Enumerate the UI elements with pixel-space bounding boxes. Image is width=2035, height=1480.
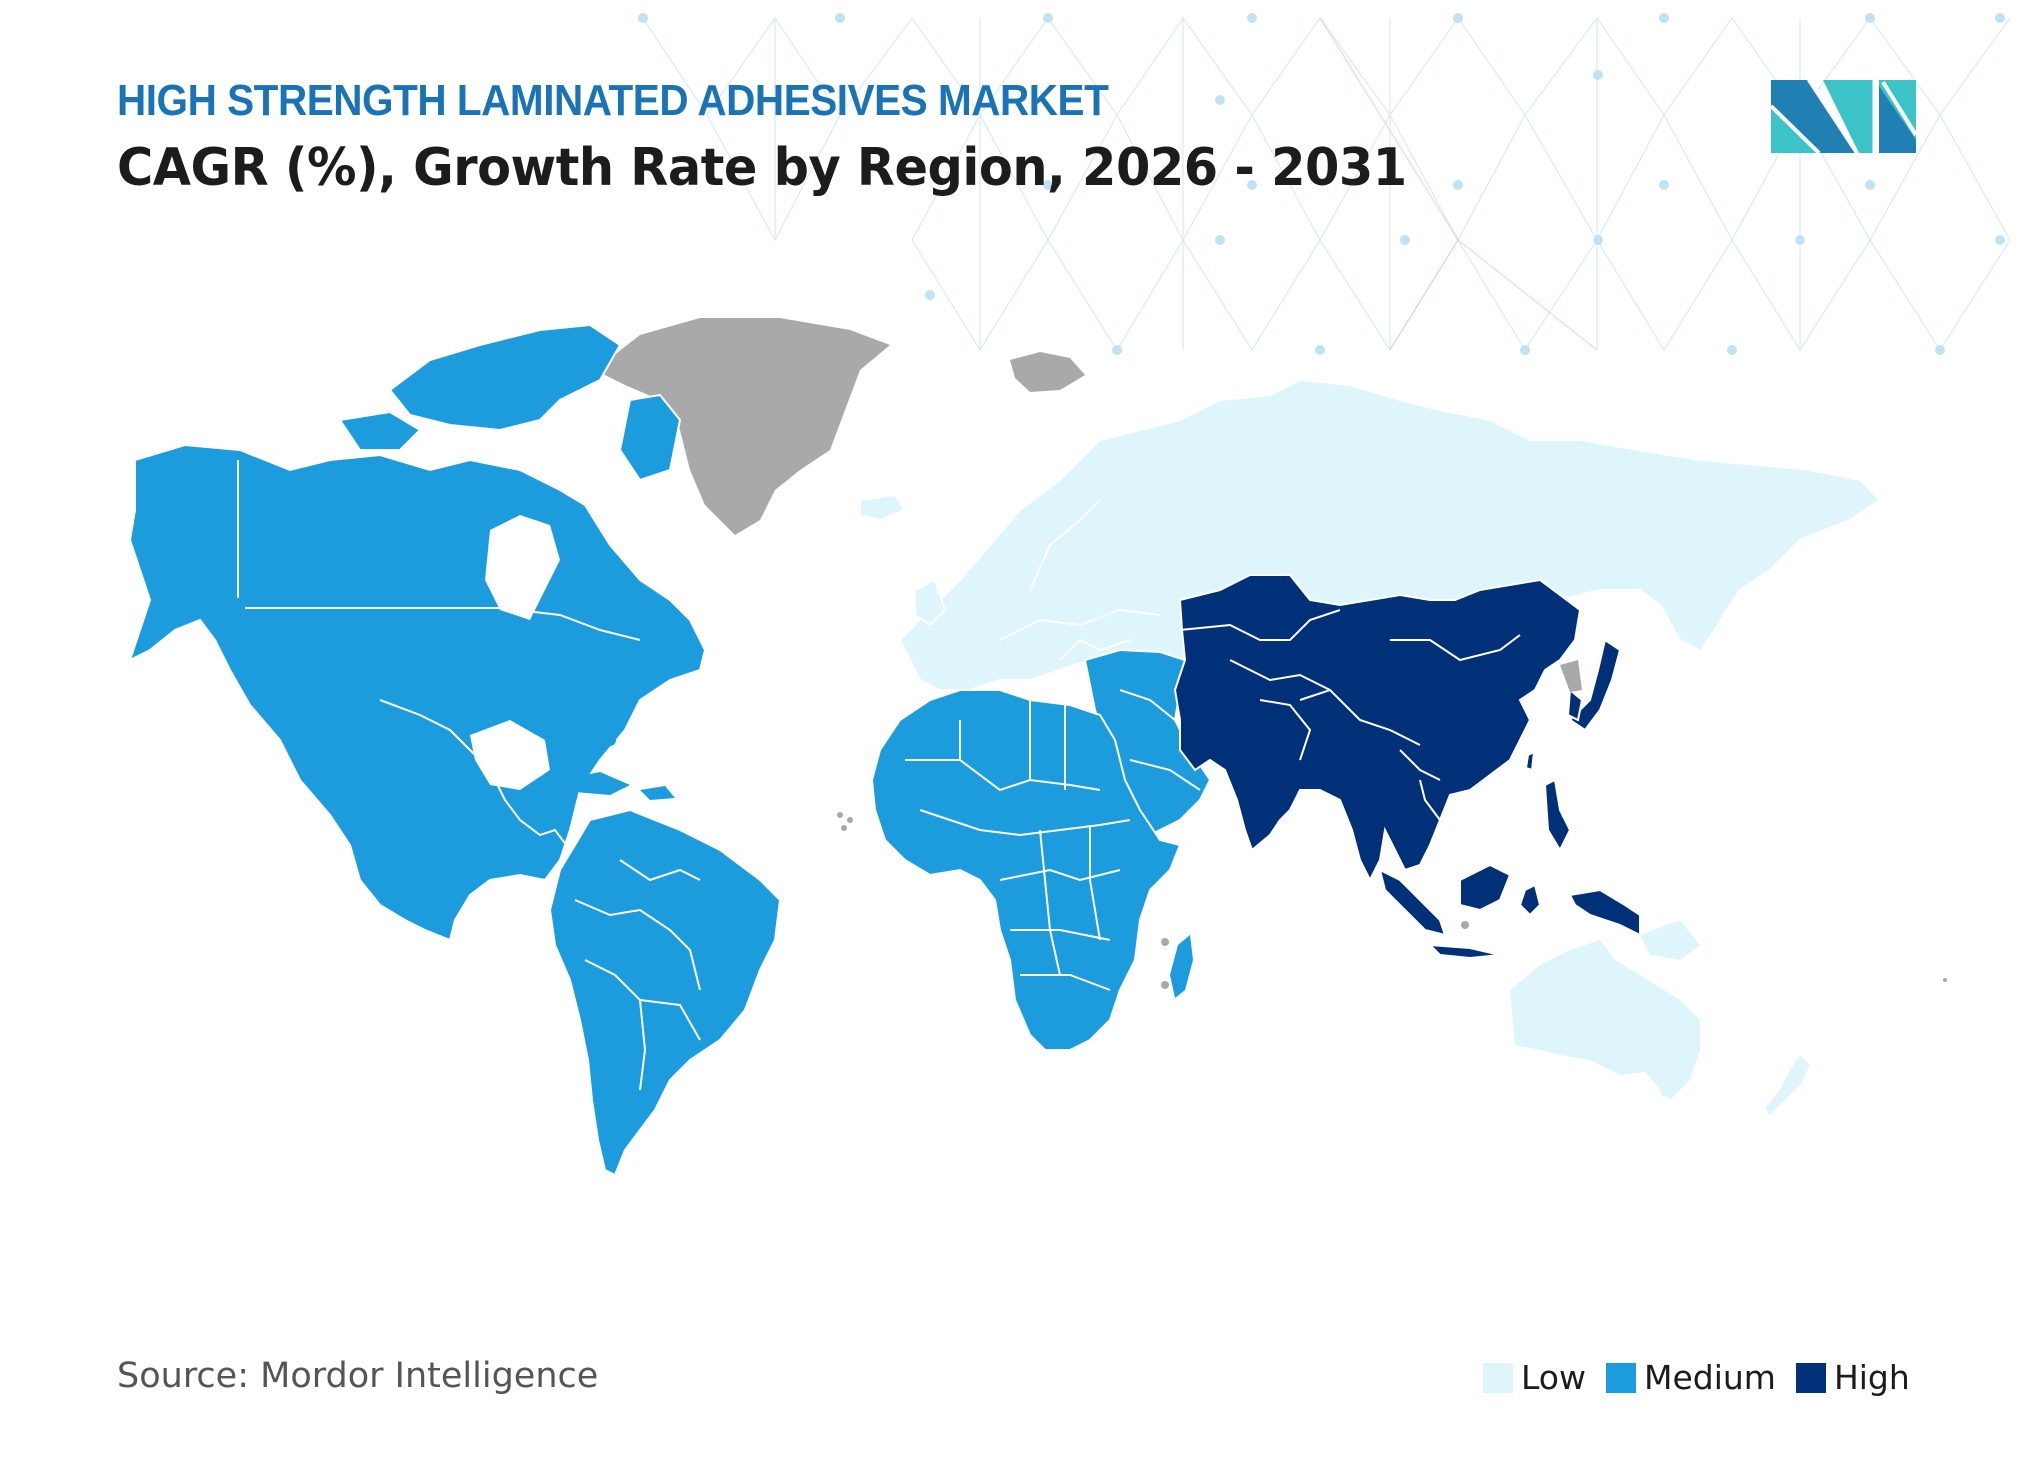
legend-swatch-low [1483, 1362, 1513, 1393]
region-oceania[interactable] [1510, 920, 1810, 1115]
region-svalbard [1010, 352, 1085, 392]
legend-item-low: Low [1483, 1358, 1586, 1397]
legend-item-medium: Medium [1606, 1358, 1776, 1397]
region-asia-pacific[interactable] [1173, 574, 1641, 960]
region-madagascar [1170, 935, 1193, 998]
no-data-islands [837, 812, 1947, 989]
region-south-america[interactable] [548, 808, 782, 1177]
legend-label-low: Low [1521, 1358, 1586, 1397]
region-caribbean [560, 734, 675, 800]
legend-swatch-high [1795, 1362, 1826, 1393]
source-attribution: Source: Mordor Intelligence [117, 1356, 599, 1396]
region-north-america[interactable] [128, 323, 707, 942]
region-north-korea [1560, 660, 1582, 692]
legend-label-medium: Medium [1644, 1358, 1776, 1397]
region-russia-far-east [1640, 530, 1740, 650]
legend-swatch-medium [1606, 1362, 1636, 1393]
map-legend: Low Medium High [1483, 1358, 1930, 1397]
mordor-intelligence-logo-icon [1771, 80, 1916, 153]
legend-label-high: High [1833, 1358, 1910, 1397]
chart-title: CAGR (%), Growth Rate by Region, 2026 - … [117, 138, 1407, 198]
legend-item-high: High [1795, 1358, 1910, 1397]
region-africa[interactable] [870, 689, 1182, 1051]
chart-supertitle: HIGH STRENGTH LAMINATED ADHESIVES MARKET [117, 76, 1109, 125]
region-greenland[interactable] [595, 318, 890, 535]
